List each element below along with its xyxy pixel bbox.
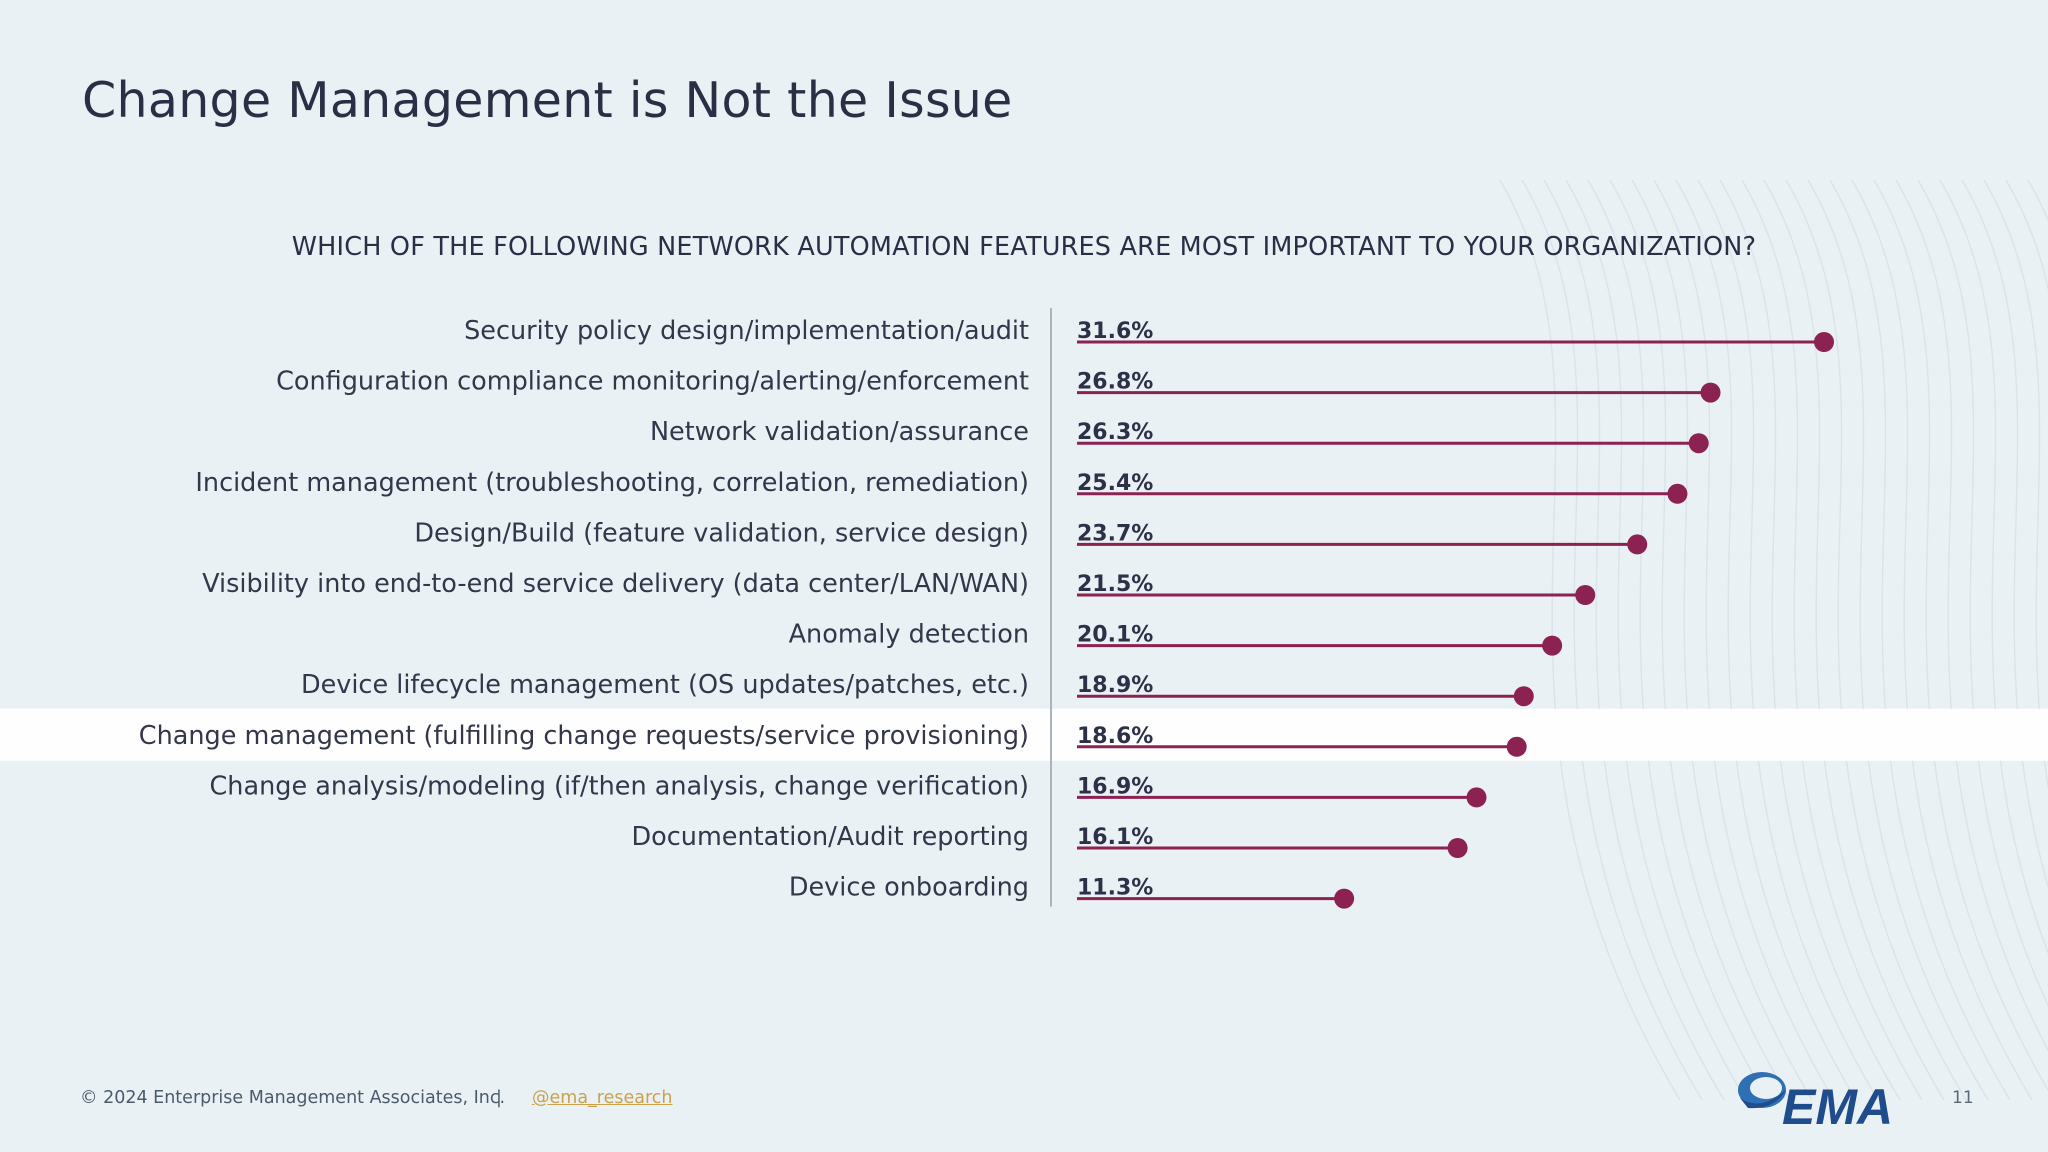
background-wave-line [1565,179,1747,1101]
background-wave-line [1609,179,1791,1101]
value-label: 20.1% [1077,623,1153,648]
value-label: 18.6% [1077,724,1153,749]
background-wave-line [1499,179,1681,1101]
category-label: Device onboarding [789,873,1029,903]
category-label: Documentation/Audit reporting [632,822,1029,852]
page-title: Change Management is Not the Issue [82,72,1013,129]
background-wave-line [1807,179,1989,1101]
ema-logo-swoosh-icon [1738,1072,1786,1109]
background-wave-line [1785,179,1967,1101]
background-wave-line [1697,179,1879,1101]
page-number: 11 [1952,1088,1974,1108]
background-wave-line [1895,179,2048,1052]
background-wave-line [1961,179,2048,889]
lollipop-point [1513,686,1534,707]
lollipop-point [1700,382,1721,403]
ema-logo-text: EMA [1782,1079,1893,1132]
footer-social-handle-link[interactable]: @ema_research [532,1088,673,1108]
lollipop-point [1506,736,1527,757]
background-wave-line [1543,179,1725,1101]
background-wave-line [1719,179,1901,1101]
highlight-row-band [0,708,2048,761]
category-label: Design/Build (feature validation, servic… [414,518,1029,548]
lollipop-point [1575,585,1596,605]
lollipop-point [1334,888,1355,909]
background-wave-line [1653,179,1835,1101]
background-wave-line [1741,179,1923,1101]
value-label: 25.4% [1077,471,1153,496]
chart-question: WHICH OF THE FOLLOWING NETWORK AUTOMATIO… [291,232,1757,262]
ema-logo: EMA [1738,1072,1893,1132]
category-label: Device lifecycle management (OS updates/… [301,670,1029,700]
value-label: 16.1% [1077,825,1153,850]
background-wave-line [1587,179,1769,1101]
category-label: Configuration compliance monitoring/aler… [276,367,1029,397]
background-wave-line [1829,179,2011,1101]
lollipop-point [1447,838,1468,858]
value-label: 23.7% [1077,521,1153,546]
value-label: 16.9% [1077,774,1153,799]
background-wave-line [1675,179,1857,1101]
value-label: 11.3% [1077,876,1153,901]
lollipop-point [1542,635,1563,656]
value-label: 26.3% [1077,420,1153,445]
footer-separator: | [496,1088,502,1108]
background-wave-line [1851,179,2033,1101]
category-label: Change analysis/modeling (if/then analys… [210,771,1030,801]
lollipop-point [1814,332,1834,352]
background-wave-line [1521,179,1703,1101]
value-label: 31.6% [1077,319,1153,344]
value-label: 26.8% [1077,370,1153,395]
background-wave-line [1983,179,2048,790]
category-label: Change management (fulfilling change req… [139,721,1029,751]
background-wave-line [1873,179,2048,1091]
background-wave-line [1917,179,2048,1007]
category-label: Network validation/assurance [650,417,1029,447]
category-label: Anomaly detection [789,620,1029,650]
background-wave-line [1939,179,2048,955]
background-wave-line [1631,179,1813,1101]
footer-copyright: © 2024 Enterprise Management Associates,… [80,1088,506,1108]
background-wave-line [1763,179,1945,1101]
category-label: Visibility into end-to-end service deliv… [202,569,1029,599]
lollipop-point [1627,534,1648,555]
value-label: 18.9% [1077,673,1153,698]
category-label: Security policy design/implementation/au… [464,316,1029,346]
lollipop-point [1688,433,1709,454]
lollipop-point [1667,483,1688,504]
value-label: 21.5% [1077,572,1153,597]
category-label: Incident management (troubleshooting, co… [195,468,1029,498]
lollipop-point [1466,787,1487,808]
